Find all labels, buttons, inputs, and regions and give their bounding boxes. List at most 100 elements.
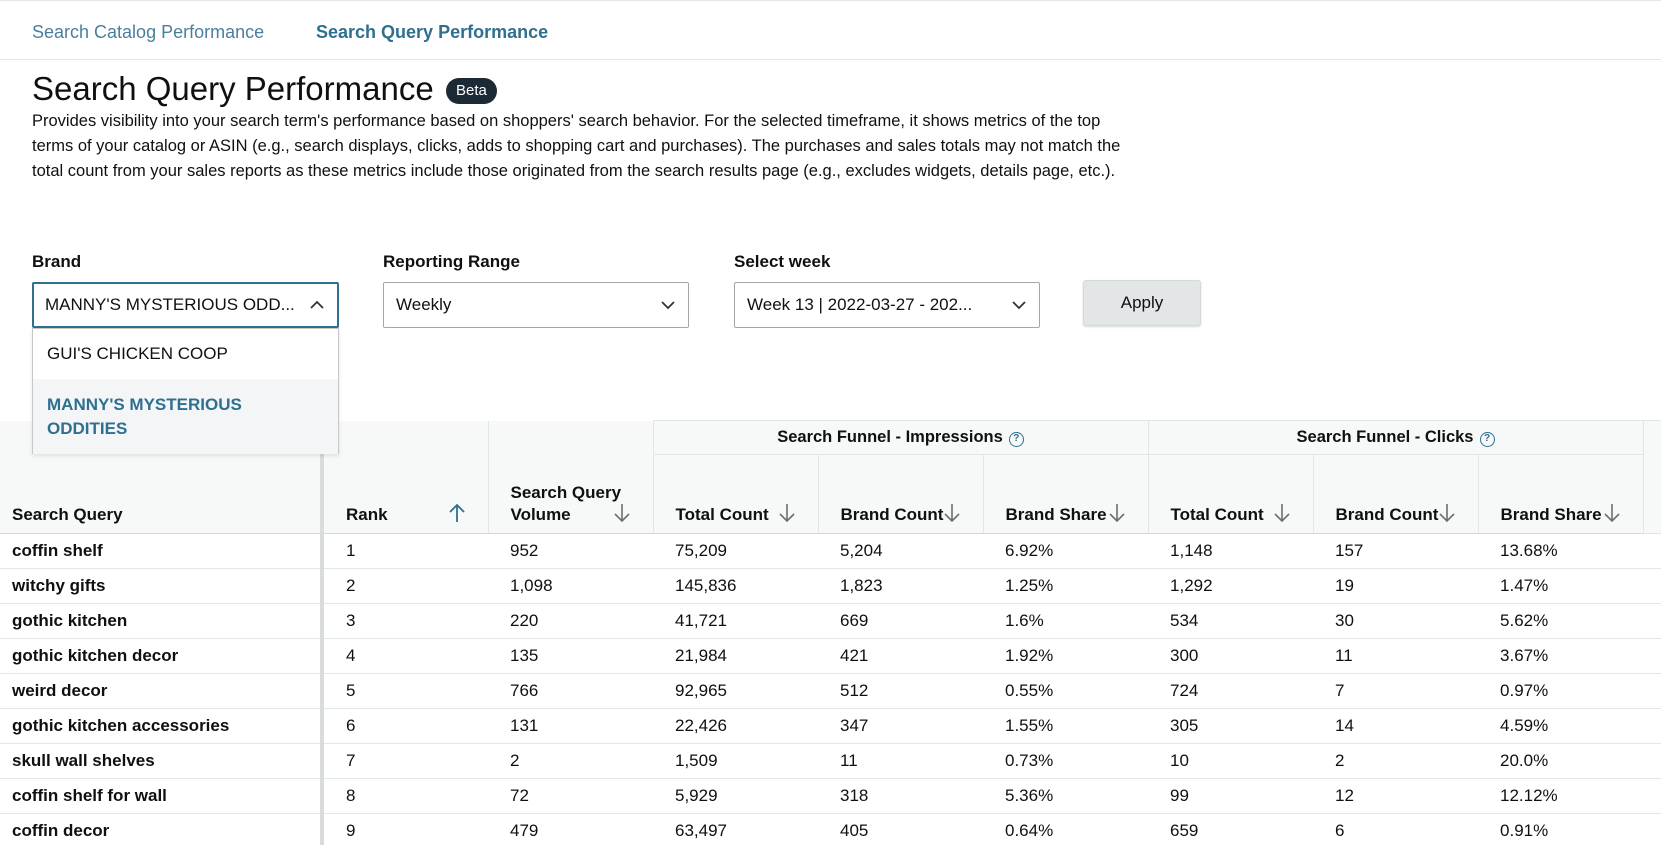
cell-overflow bbox=[1643, 568, 1661, 604]
search-query-table: Search Query Rank Search Query Volume Se… bbox=[0, 420, 1661, 845]
cell-overflow bbox=[1643, 673, 1661, 709]
beta-badge: Beta bbox=[446, 78, 497, 104]
sort-descending-icon[interactable] bbox=[1108, 503, 1126, 523]
cell-impressions-share: 1.6% bbox=[983, 603, 1149, 639]
column-header-clicks-brand-share[interactable]: Brand Share bbox=[1477, 454, 1644, 534]
help-icon[interactable]: ? bbox=[1008, 432, 1024, 447]
column-header-clicks-brand-count[interactable]: Brand Count bbox=[1312, 454, 1479, 534]
cell-overflow bbox=[1643, 533, 1661, 569]
cell-search-query: skull wall shelves bbox=[0, 743, 324, 779]
cell-rank: 1 bbox=[322, 533, 488, 569]
cell-rank: 7 bbox=[322, 743, 488, 779]
group-header-clicks: Search Funnel - Clicks? bbox=[1147, 420, 1644, 455]
cell-clicks-total: 1,292 bbox=[1148, 568, 1314, 604]
cell-impressions-brand: 11 bbox=[818, 743, 983, 779]
cell-impressions-share: 1.25% bbox=[983, 568, 1149, 604]
cell-clicks-brand: 30 bbox=[1313, 603, 1479, 639]
column-header-overflow bbox=[1642, 420, 1661, 534]
tab-search-query-performance[interactable]: Search Query Performance bbox=[316, 22, 549, 42]
apply-button[interactable]: Apply bbox=[1083, 280, 1201, 326]
sort-descending-icon[interactable] bbox=[943, 503, 961, 523]
cell-rank: 5 bbox=[322, 673, 488, 709]
chevron-down-icon bbox=[1011, 283, 1027, 327]
cell-clicks-share: 13.68% bbox=[1478, 533, 1644, 569]
cell-impressions-share: 0.73% bbox=[983, 743, 1149, 779]
cell-impressions-total: 21,984 bbox=[653, 638, 818, 674]
cell-rank: 6 bbox=[322, 708, 488, 744]
dropdown-option-selected[interactable]: MANNY'S MYSTERIOUS ODDITIES bbox=[33, 379, 338, 454]
cell-search-query: gothic kitchen decor bbox=[0, 638, 324, 674]
sort-descending-icon[interactable] bbox=[1603, 503, 1621, 523]
cell-volume: 479 bbox=[488, 813, 653, 845]
cell-overflow bbox=[1643, 743, 1661, 779]
column-header-impressions-total-count[interactable]: Total Count bbox=[652, 454, 818, 534]
sort-descending-icon[interactable] bbox=[613, 503, 631, 523]
table-row: coffin shelf 1 952 75,209 5,204 6.92% 1,… bbox=[0, 533, 1661, 569]
cell-impressions-total: 22,426 bbox=[653, 708, 818, 744]
cell-rank: 8 bbox=[322, 778, 488, 814]
table-row: skull wall shelves 7 2 1,509 11 0.73% 10… bbox=[0, 743, 1661, 779]
cell-volume: 952 bbox=[488, 533, 653, 569]
cell-rank: 3 bbox=[322, 603, 488, 639]
sort-descending-icon[interactable] bbox=[1438, 503, 1456, 523]
brand-dropdown-menu: GUI'S CHICKEN COOP MANNY'S MYSTERIOUS OD… bbox=[32, 328, 339, 454]
reporting-range-label: Reporting Range bbox=[383, 252, 520, 271]
cell-overflow bbox=[1643, 813, 1661, 845]
cell-search-query: gothic kitchen bbox=[0, 603, 324, 639]
cell-clicks-share: 0.97% bbox=[1478, 673, 1644, 709]
column-header-impressions-brand-count[interactable]: Brand Count bbox=[817, 454, 983, 534]
cell-clicks-total: 99 bbox=[1148, 778, 1314, 814]
cell-clicks-share: 5.62% bbox=[1478, 603, 1644, 639]
cell-rank: 2 bbox=[322, 568, 488, 604]
table-row: gothic kitchen accessories 6 131 22,426 … bbox=[0, 708, 1661, 744]
sort-ascending-icon[interactable] bbox=[448, 503, 466, 523]
cell-volume: 72 bbox=[488, 778, 653, 814]
cell-volume: 220 bbox=[488, 603, 653, 639]
cell-impressions-brand: 669 bbox=[818, 603, 983, 639]
cell-clicks-share: 3.67% bbox=[1478, 638, 1644, 674]
table-row: coffin shelf for wall 8 72 5,929 318 5.3… bbox=[0, 778, 1661, 814]
cell-impressions-total: 1,509 bbox=[653, 743, 818, 779]
sort-descending-icon[interactable] bbox=[1273, 503, 1291, 523]
column-header-impressions-brand-share[interactable]: Brand Share bbox=[982, 454, 1149, 534]
dropdown-option[interactable]: GUI'S CHICKEN COOP bbox=[47, 344, 228, 363]
cell-impressions-total: 75,209 bbox=[653, 533, 818, 569]
cell-volume: 766 bbox=[488, 673, 653, 709]
help-icon[interactable]: ? bbox=[1479, 432, 1495, 447]
cell-clicks-share: 1.47% bbox=[1478, 568, 1644, 604]
cell-search-query: coffin shelf for wall bbox=[0, 778, 324, 814]
brand-label: Brand bbox=[32, 252, 82, 271]
cell-impressions-share: 0.64% bbox=[983, 813, 1149, 845]
tab-search-catalog-performance[interactable]: Search Catalog Performance bbox=[32, 22, 265, 42]
cell-overflow bbox=[1643, 708, 1661, 744]
column-header-search-query-volume[interactable]: Search Query Volume bbox=[487, 420, 653, 534]
sort-descending-icon[interactable] bbox=[778, 503, 796, 523]
group-header-impressions: Search Funnel - Impressions? bbox=[652, 420, 1149, 455]
cell-overflow bbox=[1643, 638, 1661, 674]
cell-impressions-brand: 347 bbox=[818, 708, 983, 744]
column-header-clicks-total-count[interactable]: Total Count bbox=[1147, 454, 1314, 534]
cell-clicks-total: 300 bbox=[1148, 638, 1314, 674]
column-header-rank[interactable]: Rank bbox=[321, 420, 488, 534]
cell-impressions-total: 41,721 bbox=[653, 603, 818, 639]
brand-select[interactable]: MANNY'S MYSTERIOUS ODD... bbox=[32, 282, 339, 328]
table-row: witchy gifts 2 1,098 145,836 1,823 1.25%… bbox=[0, 568, 1661, 604]
page-title: Search Query Performance bbox=[32, 70, 434, 107]
cell-overflow bbox=[1643, 603, 1661, 639]
cell-clicks-brand: 157 bbox=[1313, 533, 1479, 569]
cell-impressions-share: 5.36% bbox=[983, 778, 1149, 814]
reporting-range-value: Weekly bbox=[396, 295, 452, 314]
reporting-range-select[interactable]: Weekly bbox=[383, 282, 689, 328]
page-description: Provides visibility into your search ter… bbox=[32, 112, 1121, 180]
cell-clicks-share: 20.0% bbox=[1478, 743, 1644, 779]
select-week-value: Week 13 | 2022-03-27 - 202... bbox=[747, 295, 973, 314]
cell-clicks-brand: 14 bbox=[1313, 708, 1479, 744]
table-row: gothic kitchen decor 4 135 21,984 421 1.… bbox=[0, 638, 1661, 674]
select-week-select[interactable]: Week 13 | 2022-03-27 - 202... bbox=[734, 282, 1040, 328]
cell-impressions-brand: 1,823 bbox=[818, 568, 983, 604]
chevron-up-icon bbox=[309, 284, 325, 326]
cell-clicks-total: 305 bbox=[1148, 708, 1314, 744]
cell-impressions-total: 92,965 bbox=[653, 673, 818, 709]
table-row: coffin decor 9 479 63,497 405 0.64% 659 … bbox=[0, 813, 1661, 845]
cell-clicks-brand: 7 bbox=[1313, 673, 1479, 709]
